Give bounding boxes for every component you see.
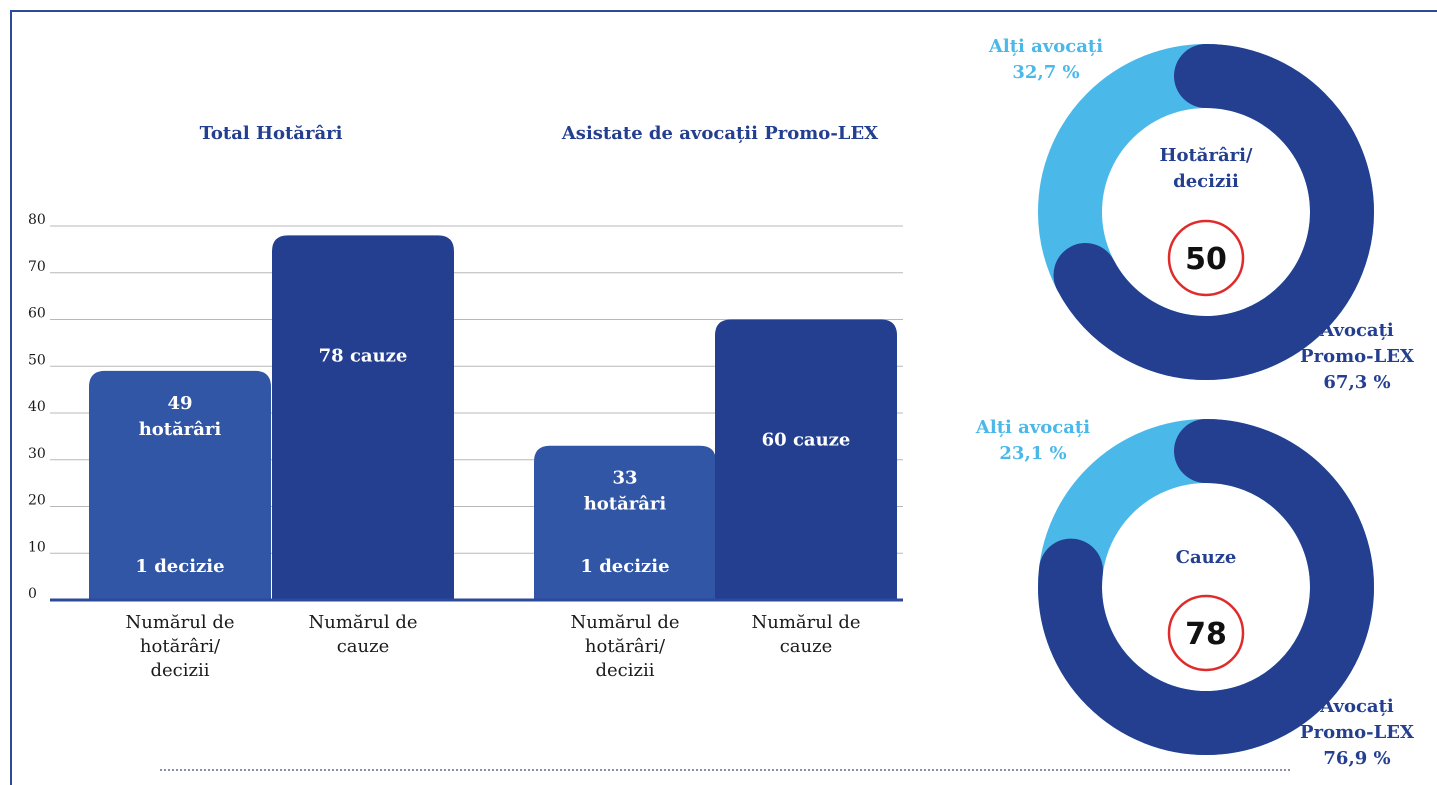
donut-label-promo-lex: Avocați (1319, 696, 1394, 717)
x-category-label: cauze (337, 636, 390, 657)
donut-slice-promo-lex (1038, 419, 1374, 755)
x-category-label: hotărâri/ (140, 636, 221, 657)
x-category-label: decizii (150, 660, 209, 681)
y-tick-label: 20 (28, 493, 46, 509)
bar-data-label: 49 (167, 393, 192, 414)
bar-data-label: 33 (612, 468, 637, 489)
donut-center-label: decizii (1173, 171, 1239, 192)
bar (89, 370, 271, 600)
x-category-label: Numărul de (126, 612, 235, 633)
donut-center-label: Hotărâri/ (1159, 145, 1252, 166)
y-tick-label: 10 (28, 539, 46, 555)
y-tick-label: 50 (28, 352, 46, 368)
y-tick-label: 70 (28, 259, 46, 275)
x-category-label: Numărul de (752, 612, 861, 633)
bar-sublabel: 1 decizie (580, 556, 669, 577)
y-tick-label: 30 (28, 446, 46, 462)
x-category-label: Numărul de (309, 612, 418, 633)
x-category-label: cauze (780, 636, 833, 657)
bar-chart: 0 10 20 30 40 50 60 70 80 Total Hotărâri 49 hotărâr… (28, 123, 903, 681)
bar-data-label: hotărâri (584, 494, 667, 515)
y-tick-label: 60 (28, 306, 46, 322)
donut-total-circle (1167, 594, 1245, 672)
donut-label-promo-lex: 76,9 % (1323, 748, 1390, 769)
group-title: Total Hotărâri (200, 123, 343, 144)
bar-data-label: 60 cauze (762, 430, 851, 451)
donut-slice-promo-lex (1038, 44, 1374, 380)
donut-label-other-lawyers: Alți avocați (988, 36, 1103, 57)
chart-frame (10, 10, 1437, 785)
donut-total-value: 50 (1185, 242, 1227, 277)
y-tick-label: 80 (28, 212, 46, 228)
donut-total-value: 78 (1185, 617, 1227, 652)
donut-label-other-lawyers: 32,7 % (1012, 62, 1079, 83)
y-tick-label: 40 (28, 399, 46, 415)
bar-sublabel: 1 decizie (135, 556, 224, 577)
x-category-label: Numărul de (571, 612, 680, 633)
donut-label-promo-lex: Promo-LEX (1300, 722, 1414, 743)
donut-label-promo-lex: 67,3 % (1323, 372, 1390, 393)
donut-label-promo-lex: Promo-LEX (1300, 346, 1414, 367)
y-tick-label: 0 (28, 586, 37, 602)
x-category-label: hotărâri/ (585, 636, 666, 657)
bar-data-label: 78 cauze (319, 345, 408, 366)
bar-data-label: hotărâri (139, 419, 222, 440)
donut-chart-cases: Cauze 78 Alți avocați 23,1 % Avocați Promo-LE… (975, 417, 1414, 769)
donut-label-other-lawyers: 23,1 % (999, 443, 1066, 464)
bar (715, 319, 897, 600)
donut-label-other-lawyers: Alți avocați (975, 417, 1090, 438)
x-category-label: decizii (595, 660, 654, 681)
donut-chart-decisions: Hotărâri/decizii 50 Alți avocați 32,7 % Avoc… (988, 36, 1414, 393)
bar (534, 445, 716, 600)
dotted-rule (160, 769, 1290, 771)
donut-label-promo-lex: Avocați (1319, 320, 1394, 341)
group-title: Asistate de avocații Promo-LEX (561, 123, 878, 144)
donut-center-label: Cauze (1176, 547, 1237, 568)
donut-total-circle (1167, 219, 1245, 297)
bar (272, 235, 454, 600)
